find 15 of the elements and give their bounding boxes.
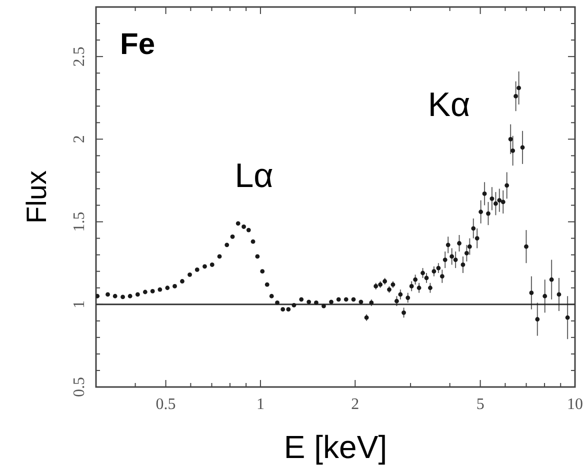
annotation: Kα	[428, 86, 470, 124]
x-tick-label: 2	[351, 396, 360, 413]
x-tick-label: 1	[256, 396, 264, 413]
y-tick-label: 0.5	[71, 377, 88, 397]
x-tick-label: 10	[567, 396, 583, 413]
x-axis-title: E [keV]	[284, 429, 388, 465]
y-tick-label: 1	[71, 300, 88, 308]
annotation: Lα	[234, 156, 274, 195]
text: Fe	[120, 28, 156, 61]
y-axis-title: Flux	[21, 170, 52, 224]
x-tick-label: 5	[476, 396, 484, 413]
y-tick-label: 2.5	[71, 46, 88, 67]
y-tick-label: 1.5	[71, 212, 88, 232]
x-tick-label: 0.5	[156, 396, 176, 413]
y-tick-label: 2	[71, 135, 88, 144]
